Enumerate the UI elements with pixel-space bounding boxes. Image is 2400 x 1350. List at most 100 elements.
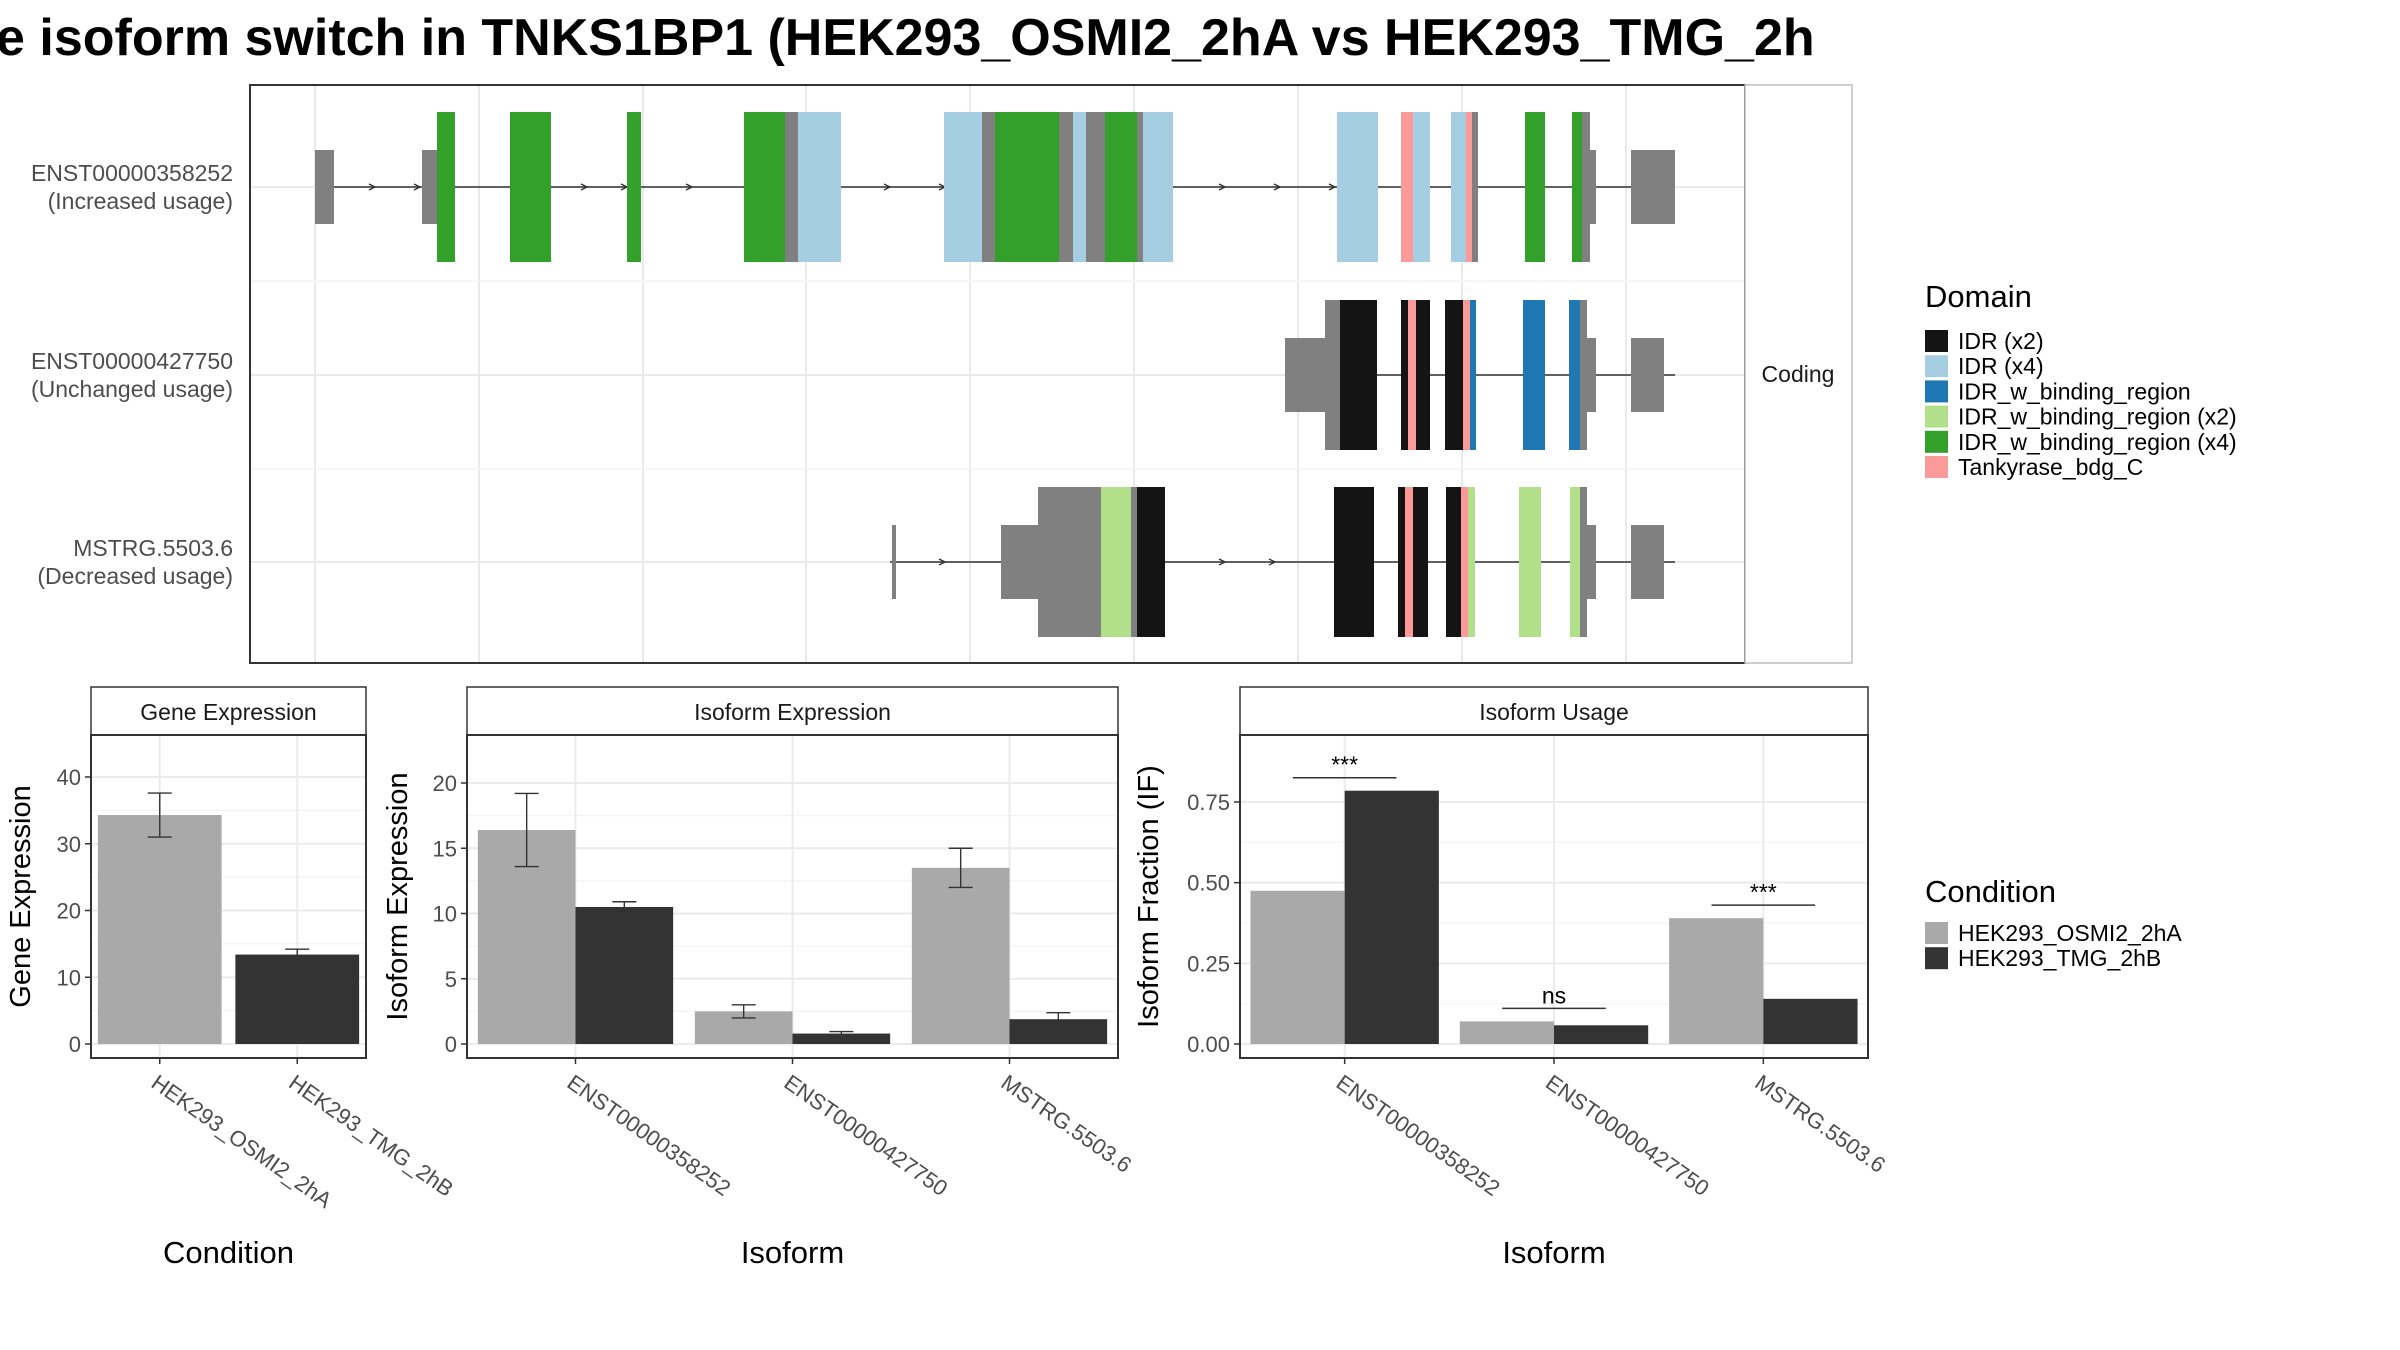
y-tick-label: 0.00 [1187,1032,1230,1057]
bar [1250,890,1345,1044]
y-axis-title: Isoform Expression [382,772,414,1020]
bar [1554,1025,1649,1044]
y-tick-label: 0 [445,1032,457,1057]
coding-exon [1570,487,1580,637]
coding-exon [1523,300,1545,450]
x-tick-label: MSTRG.5503.6 [1750,1070,1890,1178]
coding-exon [510,112,551,262]
coding-exon [1325,300,1340,450]
coding-exon [1398,487,1405,637]
coding-exon [1472,112,1478,262]
bar [911,867,1010,1044]
coding-exon [1086,112,1105,262]
condition-legend-key [1925,922,1948,944]
strand-arrow [685,183,694,191]
coding-exon [1334,487,1374,637]
expression-bar-panels: Gene Expression 0 10 20 30 40 Gene Expression C… [5,686,1890,1270]
coding-exon [1446,487,1461,637]
x-axis-title: Isoform [1502,1235,1605,1270]
y-tick-label: 40 [57,765,81,790]
bar [235,954,360,1044]
coding-exon [995,112,1059,262]
coding-exon [1463,300,1470,450]
y-tick-label: 0.25 [1187,951,1230,976]
utr-exon [1631,150,1675,224]
strand-arrow [883,183,892,191]
isoform-row-label: ENST00000358252 [31,160,233,186]
coding-exon [1408,300,1416,450]
transcript-structure-panel: Coding ENST00000358252(Increased usage) EN… [31,84,1853,664]
utr-exon [1001,525,1038,599]
isoform-row-usage: (Increased usage) [48,188,233,214]
y-tick-label: 10 [433,902,457,927]
domain-legend-key [1925,380,1948,403]
coding-exon [1131,487,1137,637]
coding-exon [1401,300,1408,450]
domain-legend-label: Tankyrase_bdg_C [1958,454,2143,480]
bar [1669,918,1764,1044]
coding-exon [1525,112,1545,262]
bar [575,906,674,1044]
domain-legend-label: IDR_w_binding_region (x4) [1958,429,2237,455]
coding-exon [1519,487,1541,637]
significance-label: ns [1542,982,1566,1008]
isoform-row-usage: (Unchanged usage) [31,376,233,402]
y-tick-label: 20 [57,899,81,924]
coding-exon [1105,112,1137,262]
bar [1459,1021,1554,1044]
coding-exon [1413,112,1430,262]
condition-legend-title: Condition [1925,874,2056,909]
condition-legend-key [1925,947,1948,970]
coding-exon [1337,112,1378,262]
coding-exon [437,112,455,262]
coding-exon [1101,487,1131,637]
coding-exon [744,112,785,262]
bar [1763,998,1858,1044]
coding-exon [1416,300,1430,450]
coding-exon [1451,112,1466,262]
utr-exon [892,525,896,599]
utr-exon [1631,525,1664,599]
utr-exon [1587,338,1596,412]
isoform-row-usage: (Decreased usage) [37,563,233,589]
domain-legend-label: IDR (x2) [1958,328,2044,354]
strand-arrow [1268,558,1277,566]
y-axis-title: Isoform Fraction (IF) [1133,765,1165,1028]
coding-exon [1466,112,1472,262]
coding-exon [982,112,995,262]
strand-arrow [938,558,947,566]
y-tick-label: 5 [445,967,457,992]
strand-arrow [1218,183,1227,191]
coding-exon [1413,487,1428,637]
significance-label: *** [1331,752,1358,778]
coding-exon [1038,487,1101,637]
x-tick-label: ENST00000427750 [1541,1070,1714,1201]
y-tick-label: 0.75 [1187,790,1230,815]
x-tick-label: ENST00000427750 [780,1070,953,1201]
panel-strip-title: Isoform Usage [1479,699,1629,725]
coding-exon [627,112,641,262]
coding-exon [944,112,982,262]
x-axis-title: Isoform [741,1235,844,1270]
x-axis-title: Condition [163,1235,294,1270]
bar [97,815,222,1044]
coding-exon [1137,487,1165,637]
coding-exon [1340,300,1377,450]
y-tick-label: 15 [433,836,457,861]
coding-exon [1572,112,1582,262]
strand-arrow [1273,183,1282,191]
coding-exon [1143,112,1173,262]
coding-exon [1445,300,1463,450]
coding-exon [1401,112,1413,262]
y-tick-label: 0.50 [1187,871,1230,896]
coding-exon [1580,300,1587,450]
coding-exon [1461,487,1468,637]
x-tick-label: MSTRG.5503.6 [997,1070,1137,1178]
isoform-row-label: MSTRG.5503.6 [73,535,233,561]
y-tick-label: 30 [57,832,81,857]
coding-exon [1468,487,1475,637]
bar [792,1033,891,1044]
strand-arrow [368,183,377,191]
domain-legend-key [1925,405,1948,428]
